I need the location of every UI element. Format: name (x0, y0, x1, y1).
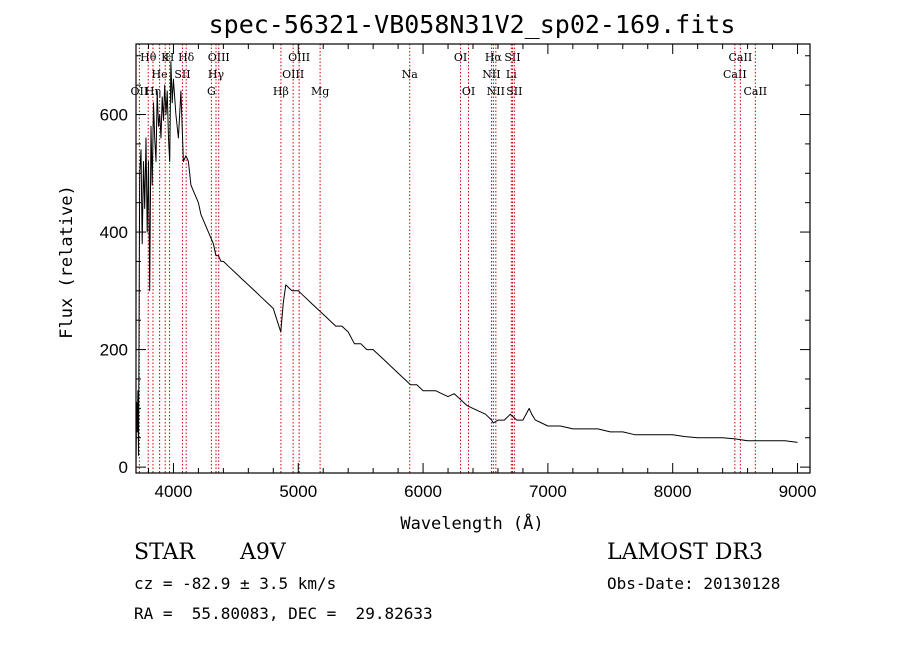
line-label-17: OI (462, 85, 475, 98)
object-class: STAR (134, 540, 195, 565)
axis-ticks: 4000 5000 6000 7000 8000 9000 0 200 400 600 (100, 44, 817, 501)
line-label-22: Li (506, 68, 517, 81)
line-label-10: G (207, 85, 216, 98)
line-label-19: NII (482, 68, 500, 81)
line-label-24: CaII (723, 68, 747, 81)
spectrum-layer (135, 61, 798, 468)
line-label-5: H (165, 51, 175, 64)
x-tick-label-6000: 6000 (404, 482, 442, 501)
line-label-25: CaII (729, 51, 753, 64)
line-label-4: K (161, 51, 170, 64)
y-axis-label: Flux (relative) (57, 185, 77, 339)
x-tick-label-8000: 8000 (654, 482, 692, 501)
line-label-7: SII (174, 68, 190, 81)
line-label-20: NII (487, 85, 505, 98)
observation-date: Obs-Date: 20130128 (607, 574, 781, 593)
x-tick-label-9000: 9000 (779, 482, 817, 501)
y-tick-label-0: 0 (119, 458, 128, 477)
spectrum-series-0 (135, 61, 798, 468)
survey-name: LAMOST DR3 (607, 540, 763, 565)
x-tick-label-7000: 7000 (529, 482, 567, 501)
line-label-3: He (152, 68, 168, 81)
line-label-11: Hβ (273, 85, 289, 98)
y-tick-label-600: 600 (100, 106, 128, 125)
redshift-velocity: cz = -82.9 ± 3.5 km/s (134, 574, 337, 593)
line-label-14: Mg (311, 85, 329, 98)
line-label-15: Na (402, 68, 419, 81)
line-label-6: Hδ (178, 51, 195, 64)
line-label-26: CaII (743, 85, 767, 98)
line-label-18: Hα (485, 51, 503, 64)
line-label-13: OIII (288, 51, 310, 64)
line-label-0: OII (131, 85, 149, 98)
line-label-8: OIII (208, 51, 230, 64)
sky-coordinates: RA = 55.80083, DEC = 29.82633 (134, 604, 433, 623)
chart-title: spec-56321-VB058N31V2_sp02-169.fits (209, 10, 736, 39)
line-label-23: SII (506, 85, 522, 98)
emission-line-markers: OII Hθ Hη He KH Hδ SII OIII Hγ G Hβ OIII OIII Mg Na OI O… (131, 44, 767, 473)
line-label-12: OIII (282, 68, 304, 81)
line-label-1: Hθ (140, 51, 157, 64)
line-label-9: Hγ (208, 68, 225, 81)
x-tick-label-4000: 4000 (155, 482, 193, 501)
line-label-21: SII (504, 51, 520, 64)
y-tick-label-400: 400 (100, 223, 128, 242)
y-tick-label-200: 200 (100, 341, 128, 360)
x-tick-label-5000: 5000 (279, 482, 317, 501)
object-subclass: A9V (240, 540, 286, 565)
line-label-2: Hη (145, 85, 161, 98)
line-label-16: OI (454, 51, 467, 64)
x-axis-label: Wavelength (Å) (400, 512, 543, 534)
